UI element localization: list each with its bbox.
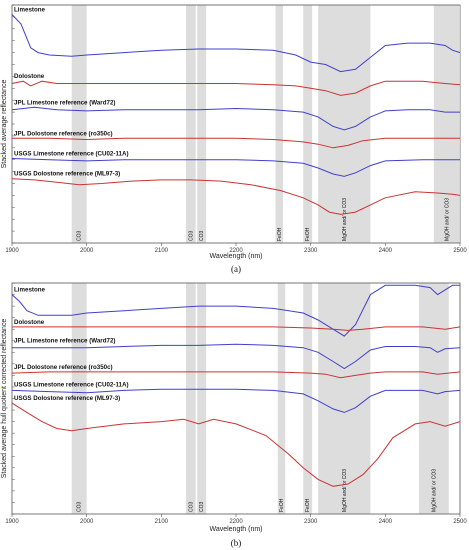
absorption-band-label: CO3 bbox=[77, 502, 83, 513]
absorption-band bbox=[303, 283, 313, 514]
absorption-band bbox=[275, 5, 284, 243]
absorption-band-label: FeOH bbox=[277, 227, 283, 241]
absorption-band-label: FeOH bbox=[279, 498, 285, 512]
x-tick-label: 2200 bbox=[229, 248, 243, 254]
absorption-band-label: CO3 bbox=[188, 231, 194, 242]
series-label: USGS Dolostone reference (ML97-3) bbox=[14, 395, 120, 402]
series-label: Dolostone bbox=[14, 319, 45, 326]
series-label: USGS Limestone reference (CU02-11A) bbox=[14, 381, 129, 388]
x-tick-label: 2100 bbox=[155, 248, 169, 254]
series-line bbox=[12, 137, 460, 149]
absorption-band-label: MgOH and/ or CO3 bbox=[342, 469, 348, 512]
absorption-band-label: CO3 bbox=[188, 502, 194, 513]
absorption-band bbox=[303, 5, 313, 243]
series-line bbox=[11, 14, 461, 73]
chart-panel-2: CO3 CO3 CO3 FeOH FeOH MgOH and/ or CO3 MgOH an… bbox=[1, 282, 467, 548]
absorption-band bbox=[318, 5, 371, 243]
x-tick-label: 2400 bbox=[379, 519, 393, 525]
absorption-band bbox=[197, 283, 207, 514]
series-label: JPL Dolostone reference (ro350c) bbox=[14, 130, 113, 137]
x-tick-label: 2000 bbox=[80, 248, 94, 254]
x-tick-label: 2000 bbox=[80, 519, 94, 525]
x-tick-label: 2500 bbox=[453, 248, 467, 254]
series-line bbox=[12, 343, 461, 370]
absorption-band-label: MgOH and/ or CO3 bbox=[431, 469, 437, 512]
x-tick-label: 2200 bbox=[229, 519, 243, 525]
x-tick-label: 2100 bbox=[155, 519, 169, 525]
absorption-band bbox=[433, 5, 460, 243]
absorption-band bbox=[71, 283, 87, 514]
chart-panel-1: CO3 CO3 CO3 FeOH FeOH MgOH and/ or CO3 MgOH an… bbox=[1, 4, 467, 274]
series-label: JPL Limestone reference (Ward72) bbox=[14, 99, 115, 106]
absorption-band-label: CO3 bbox=[199, 502, 205, 513]
x-tick-label: 1900 bbox=[5, 519, 19, 525]
absorption-band-label: FeOH bbox=[305, 227, 311, 241]
absorption-band bbox=[71, 5, 87, 243]
x-axis-label: Wavelength (nm) bbox=[209, 253, 262, 260]
series-label: Limestone bbox=[14, 287, 46, 294]
series-label: JPL Dolostone reference (ro350c) bbox=[14, 364, 113, 371]
absorption-band-label: FeOH bbox=[305, 498, 311, 512]
absorption-band bbox=[185, 5, 196, 243]
y-axis-label: Stacked average reflectance bbox=[1, 80, 8, 169]
absorption-band bbox=[277, 283, 286, 514]
absorption-band bbox=[197, 5, 207, 243]
series-label: Limestone bbox=[14, 7, 46, 14]
series-line bbox=[11, 158, 460, 177]
x-tick-label: 2500 bbox=[453, 519, 467, 525]
y-axis-label: Stacked average hull quotient corrected … bbox=[1, 319, 8, 479]
series-line bbox=[11, 106, 460, 131]
x-tick-label: 2300 bbox=[304, 248, 318, 254]
x-axis-label: Wavelength (nm) bbox=[209, 526, 262, 533]
absorption-band-label: CO3 bbox=[77, 231, 83, 242]
panel-caption: (a) bbox=[231, 264, 241, 274]
absorption-band-label: MgOH and/ or CO3 bbox=[444, 198, 450, 241]
series-line bbox=[11, 284, 460, 337]
series-line bbox=[11, 402, 461, 487]
series-line bbox=[11, 80, 461, 96]
x-tick-label: 2300 bbox=[304, 519, 318, 525]
absorption-band bbox=[418, 283, 449, 514]
absorption-band-label: CO3 bbox=[199, 231, 205, 242]
series-label: JPL Limestone reference (Ward72) bbox=[14, 337, 115, 344]
series-line bbox=[11, 178, 461, 215]
absorption-band-label: MgOH and/ or CO3 bbox=[342, 198, 348, 241]
absorption-band bbox=[185, 283, 196, 514]
series-line bbox=[11, 388, 461, 413]
series-label: USGS Dolostone reference (ML97-3) bbox=[14, 171, 120, 178]
series-label: USGS Limestone reference (CU02-11A) bbox=[14, 151, 129, 158]
series-line bbox=[12, 326, 461, 331]
x-tick-label: 1900 bbox=[5, 248, 19, 254]
series-line bbox=[11, 371, 461, 379]
panel-caption: (b) bbox=[231, 538, 242, 548]
series-label: Dolostone bbox=[14, 73, 45, 80]
x-tick-label: 2400 bbox=[379, 248, 393, 254]
